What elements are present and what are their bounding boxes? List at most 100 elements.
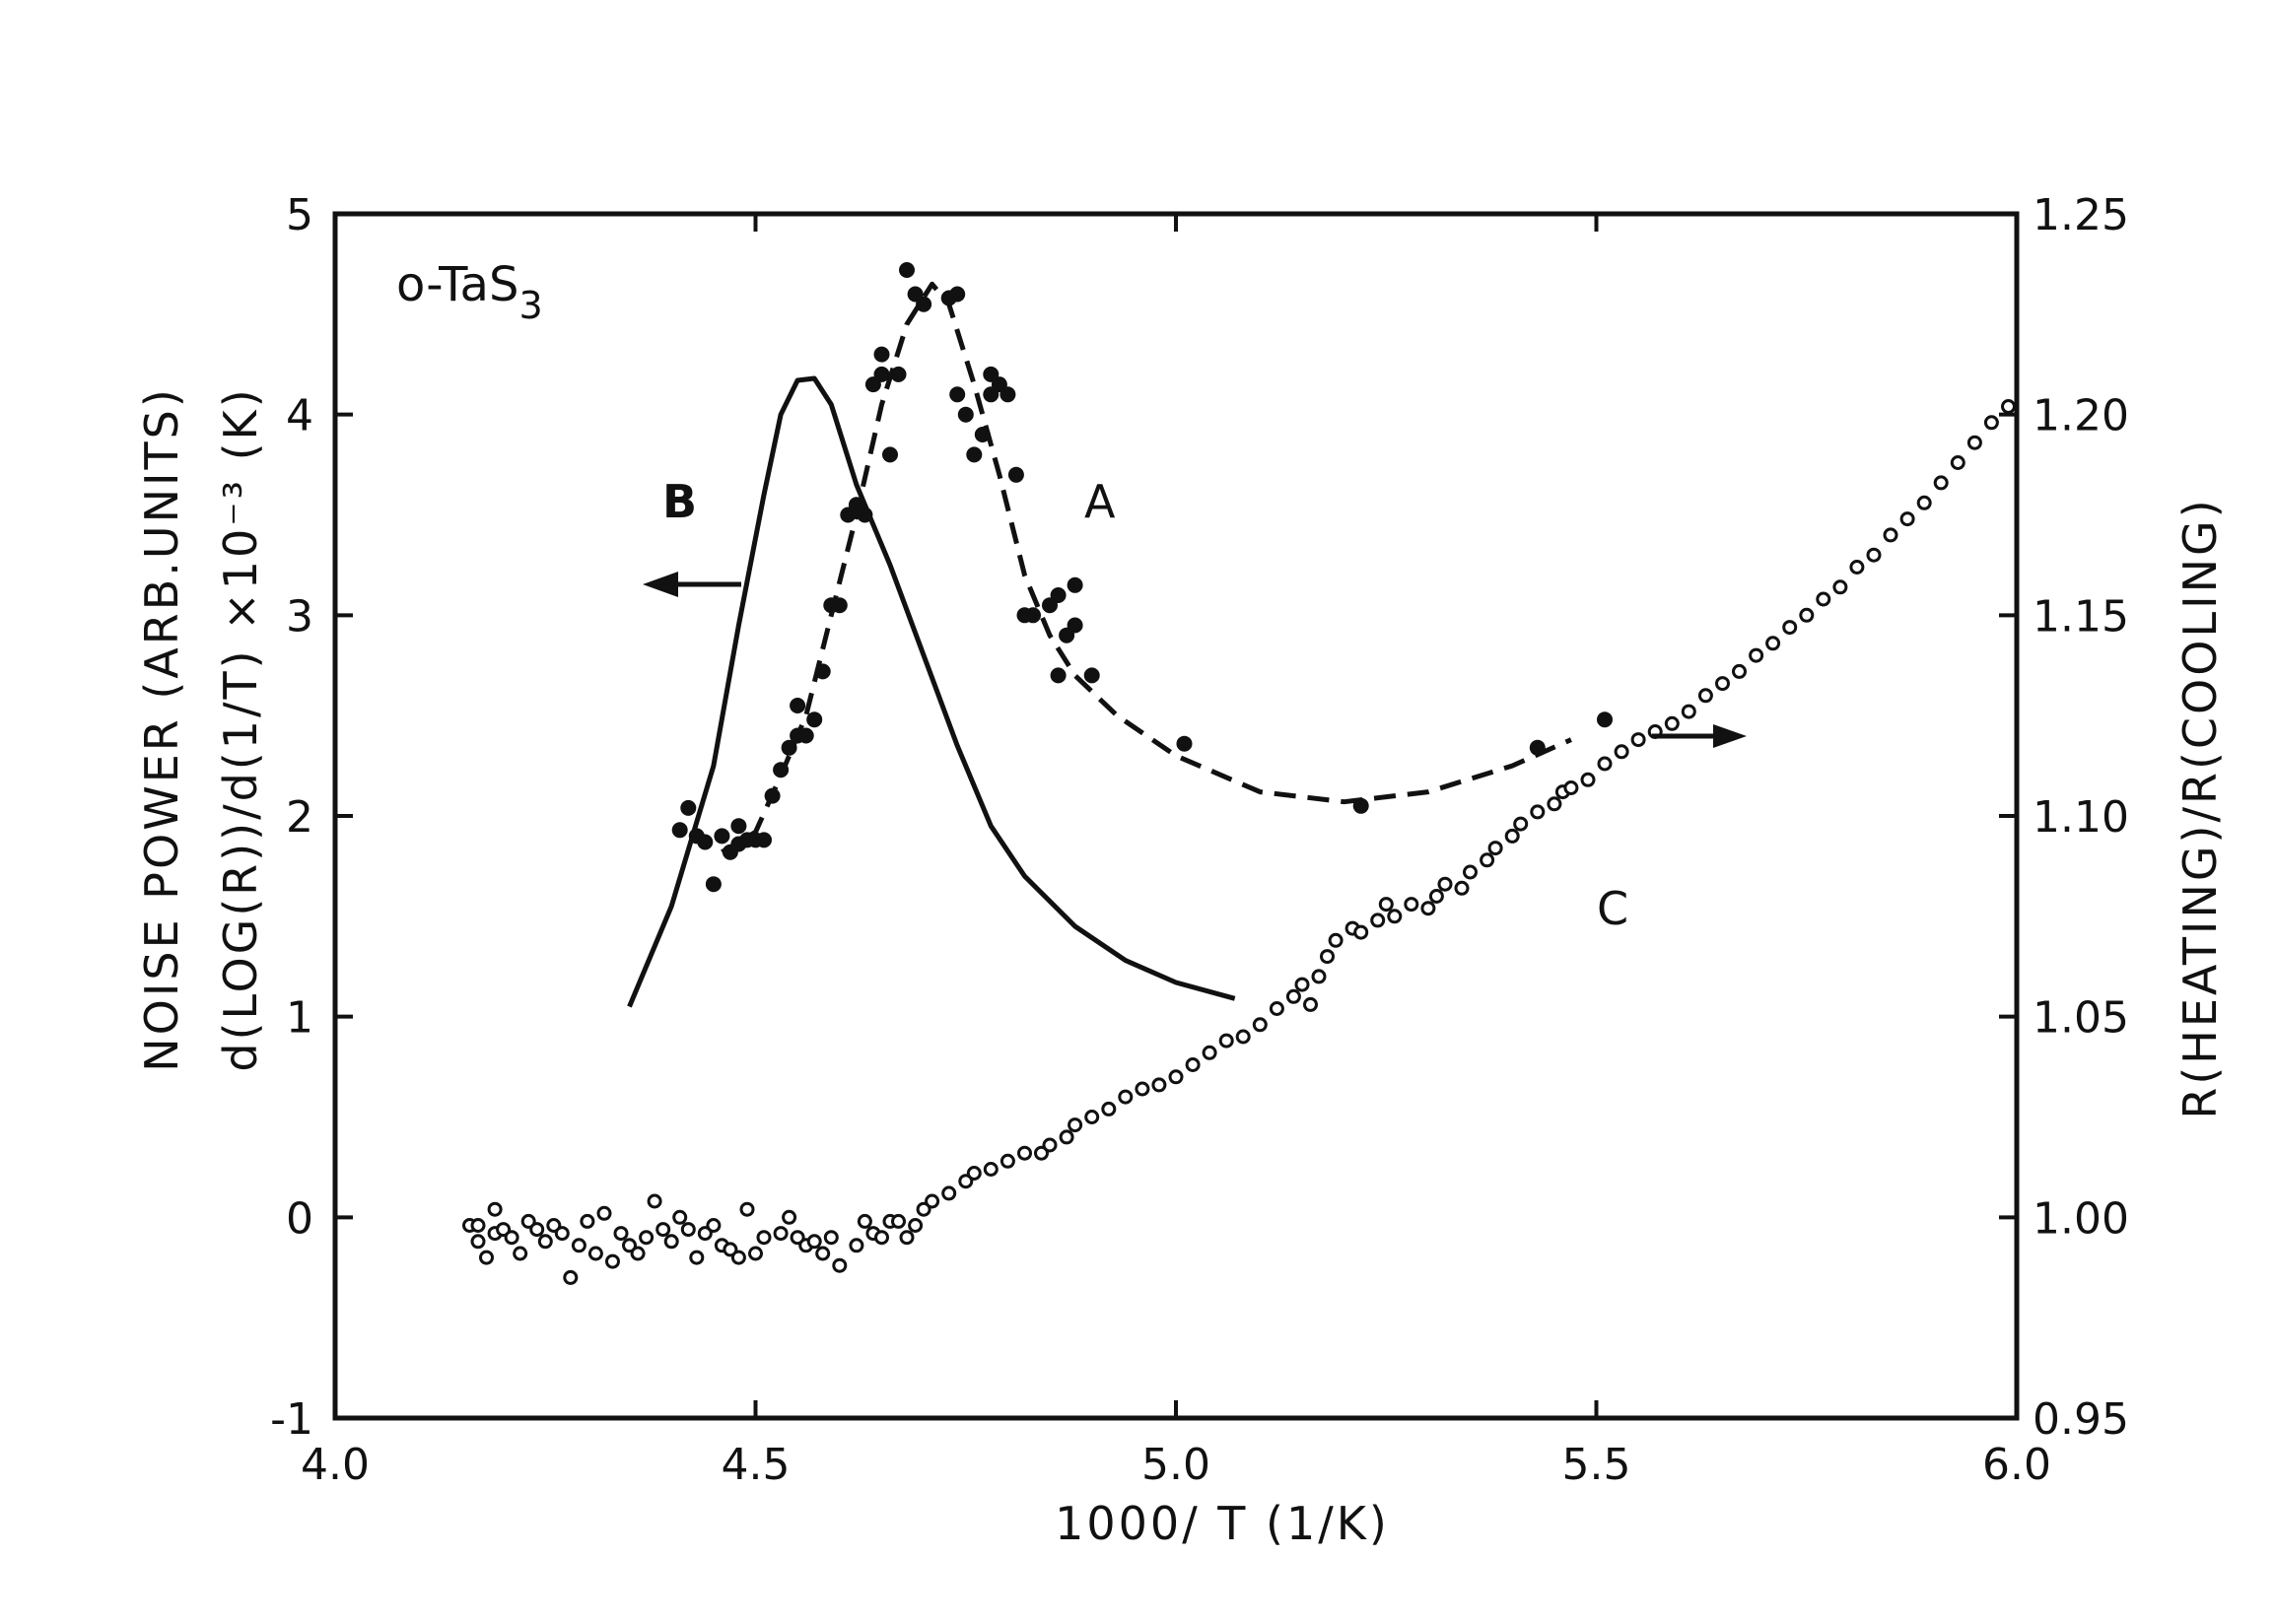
series-c-point [806,1234,822,1250]
series-c-point [1303,996,1318,1012]
left-y-tick-label: 1 [286,993,313,1044]
series-c-point [1353,924,1369,940]
series-label-a: A [1084,475,1116,528]
series-c-point [1378,897,1394,913]
series-a-point [790,698,806,713]
series-c-point [513,1246,528,1261]
series-c-point [1681,704,1696,719]
series-a-point [1083,667,1100,684]
series-c-point [546,1218,562,1233]
series-c-point [596,1205,612,1221]
x-tick-label: 5.5 [1562,1440,1631,1490]
series-c-point [470,1218,486,1233]
series-c-point [857,1213,872,1229]
series-c-point [479,1250,494,1265]
series-a-point [671,822,688,839]
series-c-point [680,1222,696,1238]
series-a-point [890,366,907,382]
sample-label-subscript: 3 [518,284,542,327]
x-axis-ticks: 4.0 4.5 5.0 5.5 6.0 [301,214,2051,1490]
series-c-point [1068,1117,1083,1133]
series-c-point [899,1230,915,1246]
series-c-point [1983,415,1999,431]
series-c-point [730,1250,746,1265]
series-c-point [1285,988,1301,1004]
left-y-axis-ticks: -1 0 1 2 3 4 5 [270,190,353,1445]
series-c-point [1185,1057,1201,1072]
series-c-point [958,1174,974,1189]
series-c-point [1530,804,1546,820]
series-c-point [874,1230,889,1246]
series-c-point [925,1193,940,1209]
series-a-point [873,366,890,382]
series-a-point [714,828,730,845]
series-a-point [949,386,966,403]
series-c-point [1715,676,1730,692]
series-label-c: C [1597,882,1628,935]
series-c-point [1883,527,1898,543]
series-c-point [1387,909,1403,924]
series-c-point [1437,876,1453,892]
series-c-point [1866,547,1882,563]
series-a-point [899,262,915,278]
series-c-point [1732,663,1747,679]
series-a-point [1067,576,1083,593]
right-axis-arrow-icon [1652,724,1747,748]
series-a-point [1176,735,1193,752]
series-c-point [1042,1137,1058,1153]
series-c-point [1420,901,1436,916]
series-a-point [873,346,890,363]
series-c-point [723,1242,738,1257]
series-a-point [1050,667,1067,684]
series-c-point [1832,579,1848,595]
right-y-tick-label: 1.15 [2033,591,2129,642]
series-c-point [773,1226,789,1242]
left-y-tick-label: 4 [286,391,313,441]
right-y-tick-label: 1.00 [2033,1193,2129,1244]
series-a-point [1050,587,1067,603]
series-c-point [1463,864,1478,880]
series-a-point [781,739,797,756]
x-tick-label: 6.0 [1982,1440,2051,1490]
series-c-point [983,1162,999,1177]
series-c-point [2001,399,2016,414]
series-c-point [941,1185,957,1201]
left-y-tick-label: -1 [270,1394,313,1445]
series-c-point [1311,969,1327,984]
series-c-point [1697,688,1713,704]
series-c-point [1135,1081,1150,1097]
series-c-point [647,1193,662,1209]
series-a-point [1067,617,1083,634]
x-tick-label: 4.5 [722,1440,791,1490]
series-c-point [706,1218,722,1233]
series-c-point [1218,1033,1234,1049]
series-c-point [613,1226,629,1242]
series-c-point [1966,435,1982,450]
plot-frame [332,211,2020,1421]
series-c-point [663,1234,679,1250]
series-c-point [655,1222,671,1238]
series-c-point [470,1234,486,1250]
series-a-point [756,832,772,848]
series-c-point [563,1269,579,1285]
series-a-point [957,406,974,423]
series-c-point [966,1166,982,1181]
series-c-point [1202,1045,1217,1060]
series-a-point [797,727,814,744]
series-c-point [571,1238,586,1253]
series-layer [462,262,2016,1285]
series-c-point [1749,647,1764,663]
series-c-point [916,1201,931,1217]
series-c-point [1547,796,1562,812]
left-y-tick-label: 0 [286,1193,313,1244]
series-c-point [1000,1153,1015,1169]
series-b-line [627,375,1236,1008]
series-c-point [790,1230,805,1246]
series-c-point [1899,511,1915,527]
left-axis-arrow-icon [643,572,741,597]
right-axis-title: R(HEATING)/R(COOLING) [2173,497,2227,1118]
series-c-point [1849,560,1865,575]
series-c-point [496,1222,512,1238]
series-c-point [1017,1145,1032,1161]
